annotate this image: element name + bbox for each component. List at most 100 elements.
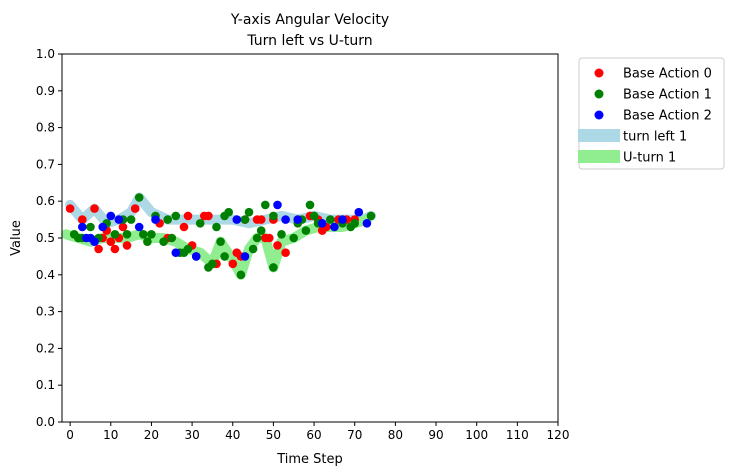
- chart-subtitle: Turn left vs U-turn: [246, 33, 372, 49]
- point-base-action-1: [350, 219, 360, 228]
- point-base-action-2: [281, 215, 290, 224]
- point-base-action-0: [183, 211, 193, 221]
- y-tick-label: 0.3: [36, 305, 55, 319]
- x-tick-label: 110: [506, 428, 529, 442]
- point-base-action-1: [326, 215, 335, 224]
- point-base-action-2: [338, 215, 347, 224]
- y-tick-label: 0.9: [36, 84, 55, 98]
- y-tick-label: 0.0: [36, 415, 55, 429]
- x-tick-label: 80: [388, 428, 403, 442]
- point-base-action-1: [143, 237, 152, 246]
- point-base-action-0: [130, 204, 140, 213]
- point-base-action-0: [78, 215, 87, 224]
- x-tick-label: 0: [66, 428, 74, 442]
- legend-label-base-action-2: Base Action 2: [623, 109, 712, 124]
- y-axis: 0.0 0.1 0.2 0.3 0.4 0.5 0.6 0.7 0.8 0.9 1.0: [36, 47, 62, 429]
- point-base-action-1: [305, 200, 315, 210]
- point-base-action-1: [122, 230, 132, 239]
- y-tick-label: 0.8: [36, 121, 55, 135]
- y-tick-label: 0.5: [36, 231, 55, 245]
- point-base-action-0: [179, 222, 189, 232]
- point-base-action-2: [151, 215, 160, 224]
- x-tick-label: 120: [547, 428, 570, 442]
- point-base-action-1: [212, 222, 221, 232]
- point-base-action-0: [281, 248, 290, 257]
- point-base-action-2: [191, 252, 201, 261]
- legend-label-base-action-0: Base Action 0: [623, 67, 712, 82]
- point-base-action-2: [114, 215, 124, 224]
- x-tick-label: 90: [428, 428, 443, 442]
- point-base-action-1: [163, 215, 172, 224]
- legend-swatch-turn-left-1: [578, 129, 620, 142]
- point-base-action-2: [232, 215, 242, 224]
- point-base-action-1: [256, 226, 266, 235]
- x-tick-label: 30: [184, 428, 199, 442]
- point-base-action-1: [224, 207, 233, 217]
- point-base-action-1: [147, 230, 156, 239]
- x-tick-label: 50: [266, 428, 281, 442]
- chart-title: Y-axis Angular Velocity: [230, 12, 389, 28]
- point-base-action-2: [330, 222, 339, 232]
- point-base-action-0: [256, 215, 266, 224]
- y-tick-label: 0.1: [36, 378, 55, 392]
- point-base-action-1: [248, 244, 258, 254]
- point-base-action-1: [220, 252, 229, 261]
- point-base-action-2: [293, 215, 303, 224]
- point-base-action-1: [277, 230, 286, 239]
- point-base-action-2: [362, 219, 372, 228]
- point-base-action-0: [228, 259, 238, 269]
- point-base-action-2: [134, 222, 144, 232]
- point-base-action-1: [269, 263, 278, 272]
- point-base-action-1: [366, 211, 376, 221]
- legend-label-u-turn-1: U-turn 1: [623, 151, 676, 166]
- point-base-action-2: [78, 222, 87, 232]
- x-tick-label: 20: [144, 428, 159, 442]
- point-base-action-0: [90, 204, 99, 213]
- point-base-action-0: [94, 244, 103, 254]
- point-base-action-1: [110, 230, 120, 239]
- legend: Base Action 0 Base Action 1 Base Action 2 t…: [578, 57, 725, 170]
- x-axis-label: Time Step: [276, 452, 343, 467]
- point-base-action-1: [301, 226, 311, 235]
- point-base-action-2: [106, 211, 116, 221]
- points-layer: [65, 193, 376, 280]
- point-base-action-2: [240, 252, 250, 261]
- legend-label-turn-left-1: turn left 1: [623, 130, 687, 145]
- x-tick-label: 100: [465, 428, 488, 442]
- point-base-action-2: [317, 219, 327, 228]
- point-base-action-1: [167, 233, 177, 243]
- point-base-action-2: [98, 222, 107, 232]
- y-axis-label: Value: [9, 220, 24, 256]
- point-base-action-0: [273, 241, 282, 250]
- point-base-action-0: [122, 241, 132, 250]
- point-base-action-2: [90, 237, 99, 246]
- point-base-action-1: [252, 233, 262, 243]
- point-base-action-2: [171, 248, 181, 257]
- legend-marker-base-action-1: [594, 89, 604, 99]
- legend-marker-base-action-0: [594, 68, 604, 78]
- x-axis: 0 10 20 30 40 50 60 70 80 90 100 110 120: [66, 422, 569, 442]
- y-tick-label: 0.6: [36, 194, 55, 208]
- point-base-action-0: [265, 233, 274, 243]
- point-base-action-1: [159, 237, 168, 246]
- x-tick-label: 70: [347, 428, 362, 442]
- y-tick-label: 0.2: [36, 341, 55, 355]
- point-base-action-1: [134, 193, 144, 202]
- point-base-action-0: [106, 237, 116, 246]
- x-tick-label: 10: [103, 428, 118, 442]
- point-base-action-1: [309, 211, 319, 221]
- legend-marker-base-action-2: [594, 110, 604, 120]
- x-tick-label: 40: [225, 428, 240, 442]
- point-base-action-2: [354, 207, 364, 217]
- point-base-action-1: [183, 244, 193, 254]
- legend-label-base-action-1: Base Action 1: [623, 88, 712, 103]
- point-base-action-1: [86, 222, 95, 232]
- point-base-action-1: [171, 211, 181, 221]
- y-tick-label: 1.0: [36, 47, 55, 61]
- point-base-action-0: [118, 222, 128, 232]
- point-base-action-0: [65, 204, 75, 213]
- point-base-action-1: [236, 270, 246, 280]
- point-base-action-0: [204, 211, 213, 221]
- point-base-action-1: [139, 230, 148, 239]
